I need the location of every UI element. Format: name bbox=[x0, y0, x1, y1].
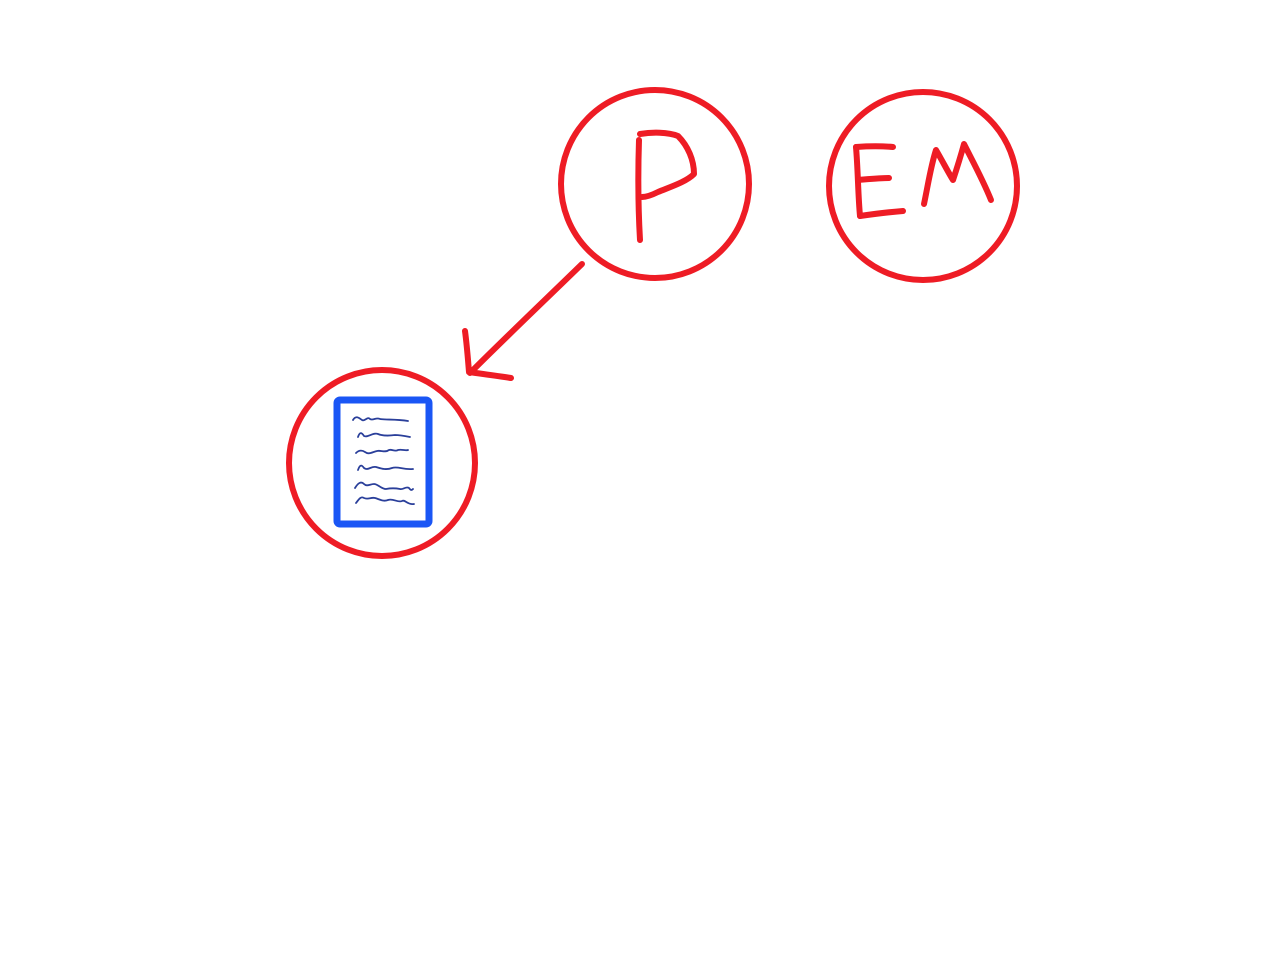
letter-p-icon bbox=[635, 129, 697, 243]
em-node-label: EM bbox=[922, 185, 924, 187]
arrow-p-to-document bbox=[462, 261, 585, 381]
em-node-circle bbox=[826, 89, 1020, 283]
em-node: EM bbox=[826, 89, 1020, 283]
document-icon bbox=[333, 396, 433, 528]
document-node-circle bbox=[286, 367, 478, 559]
document-node bbox=[286, 367, 478, 559]
p-node-circle bbox=[558, 87, 752, 281]
p-node: P bbox=[558, 87, 752, 281]
arrow-shaft bbox=[467, 261, 585, 376]
document-frame bbox=[333, 396, 433, 528]
letters-em-icon bbox=[853, 141, 994, 219]
arrow-head bbox=[462, 328, 514, 381]
p-node-label: P bbox=[655, 183, 656, 185]
document-text-lines bbox=[352, 416, 415, 505]
